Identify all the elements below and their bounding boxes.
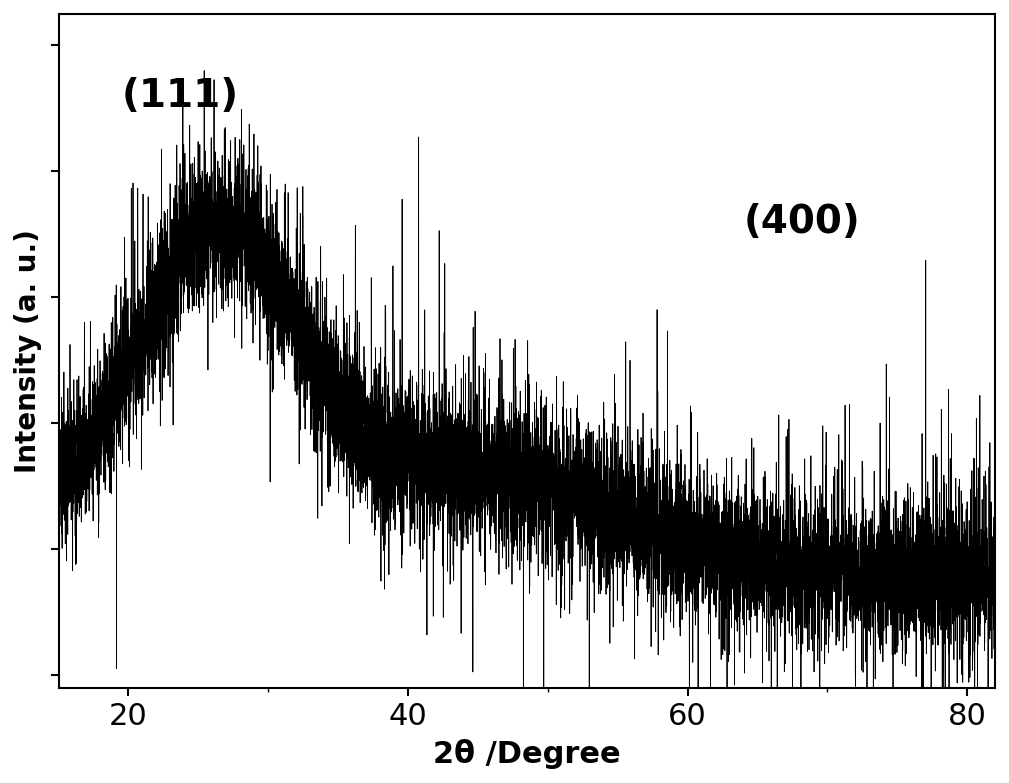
Y-axis label: Intensity (a. u.): Intensity (a. u.) [14,229,42,473]
X-axis label: 2θ /Degree: 2θ /Degree [433,739,621,769]
Text: (400): (400) [744,203,861,240]
Text: (111): (111) [121,77,238,115]
